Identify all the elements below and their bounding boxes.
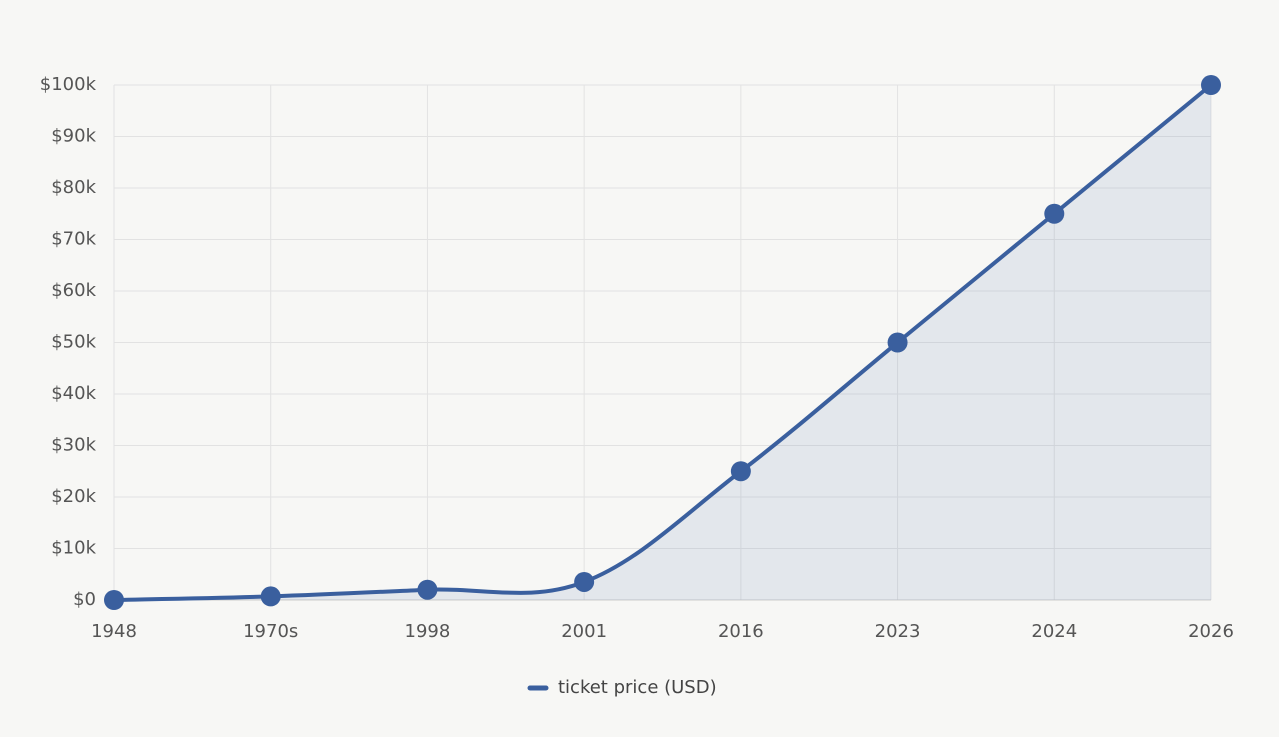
y-tick-label: $80k [51, 177, 96, 198]
y-tick-label: $10k [51, 538, 96, 559]
y-tick-label: $20k [51, 486, 96, 507]
area [114, 85, 1211, 600]
point [887, 332, 908, 353]
x-tick-label: 1998 [405, 621, 451, 642]
x-tick-label: 1948 [91, 621, 137, 642]
point [1201, 75, 1221, 95]
y-tick-label: $40k [51, 383, 96, 404]
y-tick-label: $0 [73, 589, 96, 610]
y-tick-label: $50k [51, 332, 96, 353]
x-tick-label: 2026 [1188, 621, 1234, 642]
y-tick-label: $60k [51, 280, 96, 301]
x-tick-label: 2001 [561, 621, 607, 642]
y-tick-label: $100k [40, 74, 97, 95]
point [574, 571, 595, 592]
legend-label: ticket price (USD) [558, 677, 717, 698]
point [104, 590, 124, 610]
point [417, 579, 438, 600]
x-tick-label: 2016 [718, 621, 764, 642]
y-tick-label: $90k [51, 126, 96, 147]
x-tick-label: 2024 [1031, 621, 1077, 642]
point [1044, 203, 1065, 224]
x-tick-label: 2023 [875, 621, 921, 642]
x-tick-label: 1970s [243, 621, 298, 642]
point [260, 586, 281, 607]
point [730, 461, 751, 482]
y-tick-label: $30k [51, 435, 96, 456]
y-tick-label: $70k [51, 229, 96, 250]
